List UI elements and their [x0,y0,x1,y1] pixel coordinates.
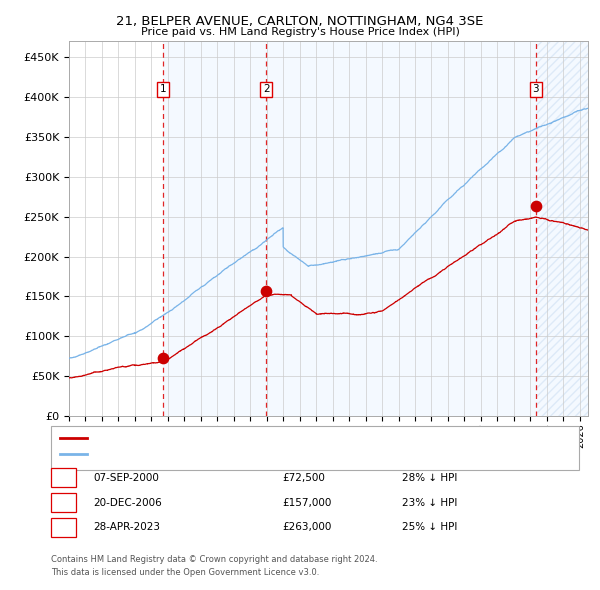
Text: 28% ↓ HPI: 28% ↓ HPI [402,473,457,483]
Text: £263,000: £263,000 [282,523,331,532]
Text: HPI: Average price, detached house, Gedling: HPI: Average price, detached house, Gedl… [90,450,308,459]
Text: 1: 1 [160,84,166,94]
Text: £72,500: £72,500 [282,473,325,483]
Text: 3: 3 [60,523,67,532]
Text: 25% ↓ HPI: 25% ↓ HPI [402,523,457,532]
Text: 2: 2 [60,498,67,507]
Point [158,353,167,363]
Text: 07-SEP-2000: 07-SEP-2000 [93,473,159,483]
Text: £157,000: £157,000 [282,498,331,507]
Point [531,202,541,211]
Text: 23% ↓ HPI: 23% ↓ HPI [402,498,457,507]
Text: 28-APR-2023: 28-APR-2023 [93,523,160,532]
Bar [536,41,588,416]
Text: Contains HM Land Registry data © Crown copyright and database right 2024.: Contains HM Land Registry data © Crown c… [51,555,377,563]
Text: Price paid vs. HM Land Registry's House Price Index (HPI): Price paid vs. HM Land Registry's House … [140,27,460,37]
Text: This data is licensed under the Open Government Licence v3.0.: This data is licensed under the Open Gov… [51,568,319,576]
Bar [163,41,266,416]
Text: 20-DEC-2006: 20-DEC-2006 [93,498,162,507]
Text: 1: 1 [60,473,67,483]
Text: 21, BELPER AVENUE, CARLTON, NOTTINGHAM, NG4 3SE: 21, BELPER AVENUE, CARLTON, NOTTINGHAM, … [116,15,484,28]
Point [262,286,271,296]
Text: 2: 2 [263,84,269,94]
Bar [266,41,536,416]
Text: 3: 3 [532,84,539,94]
Text: 21, BELPER AVENUE, CARLTON, NOTTINGHAM, NG4 3SE (detached house): 21, BELPER AVENUE, CARLTON, NOTTINGHAM, … [90,433,451,442]
